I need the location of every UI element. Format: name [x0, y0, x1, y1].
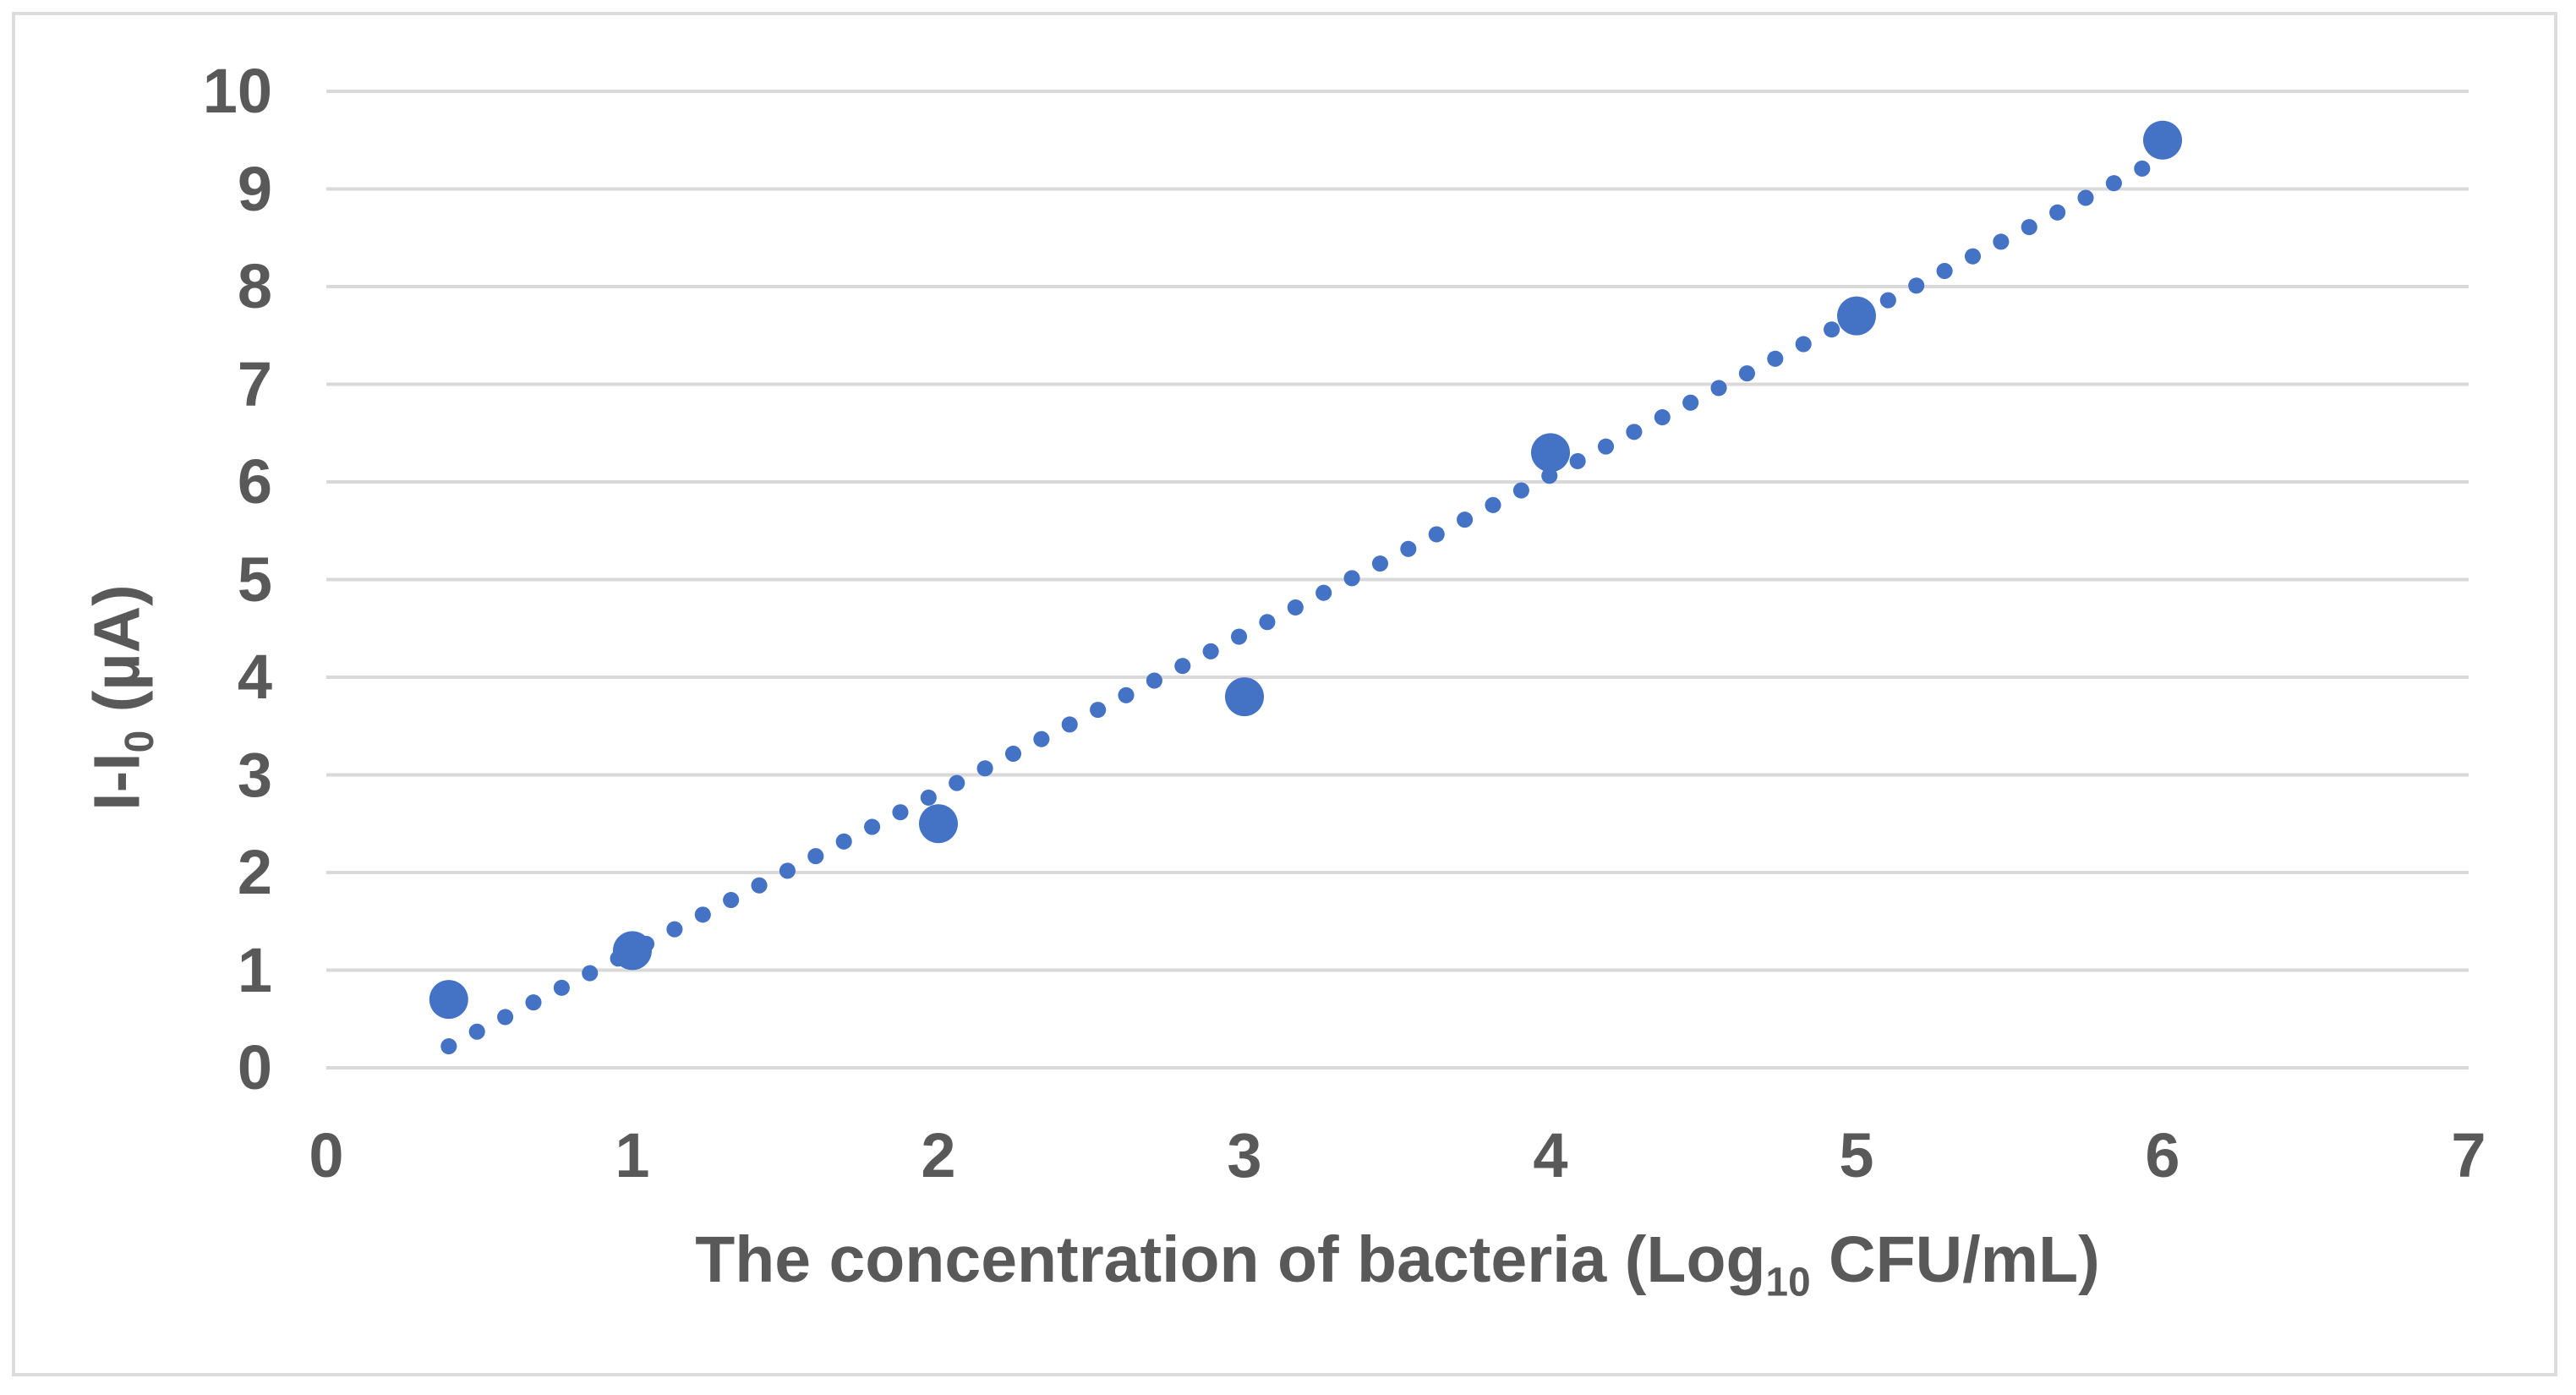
x-tick-label: 4	[1533, 1120, 1568, 1190]
y-tick-label: 3	[237, 739, 272, 810]
y-tick-label: 2	[237, 837, 272, 907]
x-tick-label: 7	[2451, 1120, 2486, 1190]
x-axis-title: The concentration of bacteria (Log10 CFU…	[326, 1228, 2469, 1305]
y-tick-label: 9	[237, 153, 272, 224]
data-point	[1531, 433, 1570, 473]
y-tick-label: 8	[237, 251, 272, 321]
axis-title-text: The concentration of bacteria (Log	[695, 1223, 1766, 1296]
x-tick-label: 0	[309, 1120, 344, 1190]
x-tick-label: 6	[2145, 1120, 2180, 1190]
data-point	[2143, 120, 2182, 160]
trendline	[440, 159, 2152, 1055]
x-tick-label: 3	[1227, 1120, 1262, 1190]
data-point	[919, 804, 958, 844]
y-tick-label: 7	[237, 348, 272, 419]
y-axis-title: I-I0 (µA)	[80, 584, 162, 811]
chart-border	[12, 12, 2557, 1376]
y-tick-label: 5	[237, 544, 272, 615]
axis-title-text: CFU/mL)	[1810, 1223, 2100, 1296]
y-tick-label: 6	[237, 446, 272, 517]
x-tick-label: 1	[615, 1120, 650, 1190]
axis-title-text: (µA)	[80, 584, 154, 730]
y-tick-label: 4	[237, 642, 272, 712]
x-tick-label: 5	[1839, 1120, 1874, 1190]
data-point	[429, 980, 468, 1020]
y-tick-label: 0	[237, 1032, 272, 1102]
y-tick-label: 1	[237, 934, 272, 1005]
data-point	[1225, 677, 1264, 717]
data-point	[613, 931, 652, 971]
x-tick-label: 2	[921, 1120, 956, 1190]
axis-title-subscript: 0	[117, 730, 162, 753]
data-point	[1837, 296, 1876, 336]
axis-title-text: I-I	[80, 752, 154, 811]
axis-title-subscript: 10	[1765, 1260, 1811, 1305]
y-tick-label: 10	[202, 56, 272, 126]
